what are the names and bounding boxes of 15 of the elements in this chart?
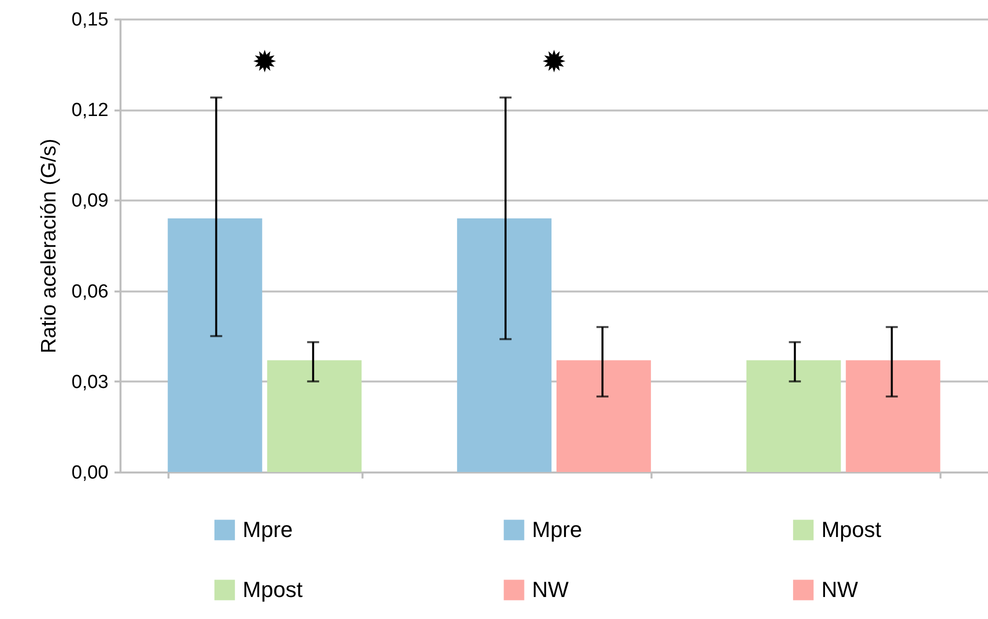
y-tick-label: 0,15: [72, 10, 108, 30]
y-tick-label: 0,12: [72, 100, 108, 122]
legend-label: NW: [532, 577, 569, 602]
text: NW: [821, 577, 858, 602]
y-axis-title: Ratio aceleración (G/s): [38, 138, 61, 354]
text: Mpost: [242, 577, 303, 602]
legend-label: Mpost: [821, 517, 882, 542]
y-tick-label: 0,03: [72, 372, 108, 393]
annotation: ✹: [252, 45, 278, 80]
y-tick-label: 0,00: [72, 462, 108, 484]
legend-label: Mpre: [242, 517, 293, 542]
y-tick-label: 0,09: [72, 190, 108, 212]
text: Mpre: [532, 517, 582, 542]
y-tick-label: 0,06: [72, 281, 108, 302]
annotation: ✹: [541, 45, 567, 80]
